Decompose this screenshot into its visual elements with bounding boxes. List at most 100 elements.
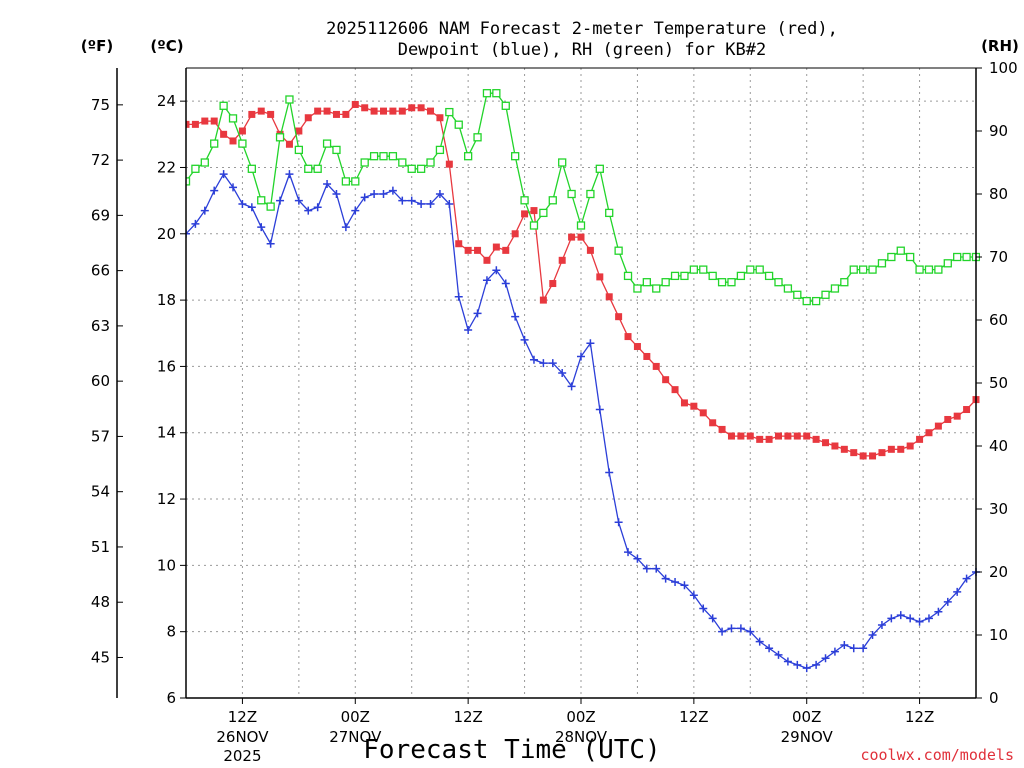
dewpoint-point [642, 564, 651, 573]
dewpoint-point [200, 206, 209, 215]
dewpoint-point [558, 369, 567, 378]
temperature-point [718, 425, 726, 433]
temperature-point [530, 207, 538, 215]
dewpoint-point [379, 190, 388, 198]
rh-point [943, 259, 952, 268]
rh-point [595, 164, 604, 173]
temperature-point [831, 442, 839, 450]
dewpoint-point [877, 621, 886, 630]
temperature-point [812, 435, 820, 443]
dewpoint-point [351, 206, 360, 215]
temperature-point [398, 107, 406, 115]
temperature-point [916, 435, 924, 443]
temperature-point [925, 429, 933, 437]
temperature-point [746, 432, 754, 440]
rh-point [407, 164, 416, 173]
temperature-point [191, 120, 199, 128]
dewpoint-point [896, 611, 905, 620]
temperature-point [436, 114, 444, 122]
dewpoint-point [285, 170, 294, 179]
rh-point [558, 158, 567, 167]
dewpoint-point [360, 193, 369, 202]
temperature-point [285, 140, 293, 148]
dewpoint-point [238, 199, 247, 208]
rh-point [351, 177, 360, 186]
dewpoint-point [614, 518, 623, 527]
rh-tick-label: 10 [989, 626, 1008, 644]
dewpoint-point [736, 624, 745, 633]
temperature-point [577, 233, 585, 241]
dewpoint-point [454, 292, 463, 301]
rh-point [200, 158, 209, 167]
celsius-tick-label: 16 [157, 357, 176, 375]
dewpoint-point [708, 614, 717, 623]
temperature-point [709, 419, 717, 427]
temperature-point [549, 280, 557, 288]
temperature-line [186, 103, 977, 457]
temperature-point [558, 256, 566, 264]
rh-point [623, 271, 633, 281]
temperature-point [680, 399, 688, 407]
time-tick-label: 00Z [341, 708, 370, 726]
dewpoint-point [398, 196, 407, 205]
temperature-point [822, 439, 830, 447]
time-tick-label: 12Z [453, 708, 482, 726]
temperature-point [596, 273, 604, 281]
dewpoint-point [962, 574, 971, 583]
dewpoint-point [520, 335, 529, 344]
time-tick-label: 00Z [792, 708, 821, 726]
dewpoint-point [718, 627, 727, 636]
rh-point [341, 177, 351, 186]
fahrenheit-tick-label: 63 [91, 317, 110, 335]
temperature-point [727, 432, 735, 440]
rh-point [332, 145, 341, 155]
rh-point [501, 101, 510, 110]
rh-point [680, 271, 689, 281]
rh-point [416, 164, 426, 173]
time-tick-label: 12Z [228, 708, 257, 726]
rh-point [304, 164, 313, 173]
dewpoint-point [426, 199, 435, 208]
temperature-point [220, 130, 228, 138]
rh-point [727, 278, 736, 287]
temperature-point [267, 110, 275, 118]
dewpoint-point [492, 266, 501, 275]
temperature-point [887, 445, 895, 453]
fahrenheit-tick-label: 66 [91, 262, 110, 280]
dewpoint-point [849, 644, 858, 653]
dewpoint-point [294, 196, 303, 205]
dewpoint-point [586, 339, 595, 348]
dewpoint-point [407, 196, 416, 205]
temperature-point [474, 246, 482, 254]
celsius-tick-label: 22 [157, 158, 176, 176]
dewpoint-point [802, 664, 811, 673]
temperature-point [690, 402, 698, 410]
dewpoint-point [934, 607, 943, 616]
rh-tick-label: 30 [989, 500, 1008, 518]
time-tick-label: 00Z [566, 708, 595, 726]
fahrenheit-tick-label: 60 [91, 372, 110, 390]
rh-point [934, 265, 943, 274]
rh-point [605, 208, 614, 218]
temperature-point [906, 442, 914, 450]
fahrenheit-tick-label: 48 [91, 593, 110, 611]
dewpoint-point [765, 644, 774, 653]
dewpoint-point [699, 604, 708, 613]
temperature-point [492, 243, 500, 251]
celsius-tick-label: 10 [157, 556, 176, 574]
temperature-point [633, 343, 641, 351]
chart-title-line1: 2025112606 NAM Forecast 2-meter Temperat… [326, 19, 838, 39]
dewpoint-point [482, 276, 491, 285]
temperature-point [784, 432, 792, 440]
rh-tick-label: 70 [989, 248, 1008, 266]
temperature-point [840, 445, 848, 453]
temperature-point [897, 445, 905, 453]
temperature-point [502, 246, 510, 254]
dewpoint-point [868, 631, 877, 639]
temperature-point [342, 110, 350, 118]
rh-point [266, 202, 275, 211]
dewpoint-point [567, 382, 576, 391]
rh-point [294, 145, 304, 155]
rh-point [445, 107, 454, 117]
rh-point [219, 101, 228, 110]
